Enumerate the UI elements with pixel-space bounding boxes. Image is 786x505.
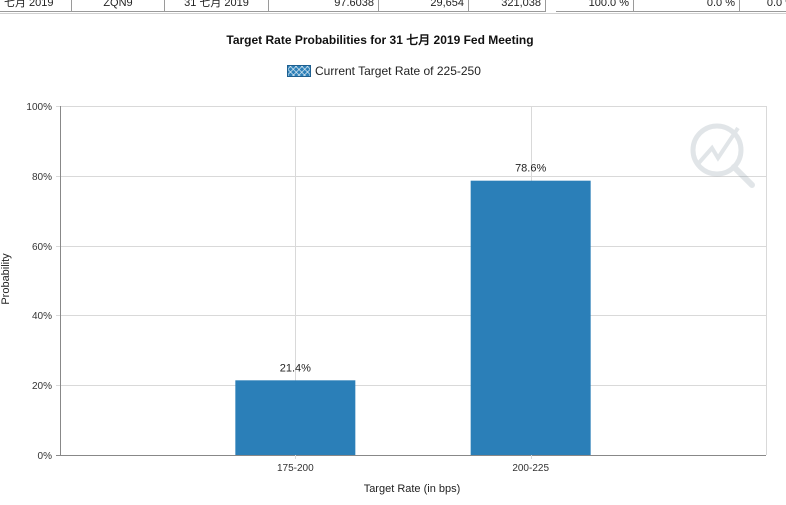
- bar: [235, 380, 356, 455]
- table-cell-prob-2: 0.0 %: [634, 0, 740, 12]
- table-cell-price: 97.6038: [269, 0, 379, 12]
- table-divider: [0, 13, 786, 14]
- table-row[interactable]: 七月 2019 ZQN9 31 七月 2019 97.6038 29,654 3…: [0, 0, 786, 13]
- y-tick-label: 100%: [26, 102, 52, 113]
- table-cell-prob-1: 100.0 %: [556, 0, 634, 12]
- y-tick-label: 60%: [32, 242, 52, 253]
- legend-label: Current Target Rate of 225-250: [315, 64, 481, 78]
- table-cell-month: 七月 2019: [0, 0, 72, 12]
- table-cell-prob-3: 0.0 %: [740, 0, 786, 12]
- y-tick-label: 20%: [32, 381, 52, 392]
- grid-lines: [56, 106, 767, 459]
- table-cell-contract: ZQN9: [72, 0, 165, 12]
- y-tick-label: 80%: [32, 172, 52, 183]
- y-tick-label: 0%: [38, 451, 53, 462]
- bar-value-label: 78.6%: [515, 163, 546, 175]
- watermark-logo-icon: [690, 123, 755, 188]
- data-table-row-strip: 七月 2019 ZQN9 31 七月 2019 97.6038 29,654 3…: [0, 0, 786, 13]
- chart-title: Target Rate Probabilities for 31 七月 2019…: [226, 33, 534, 47]
- x-tick-label: 175-200: [277, 463, 314, 474]
- bars: [235, 180, 591, 455]
- table-cell-volume: 29,654: [379, 0, 469, 12]
- x-axis-title: Target Rate (in bps): [364, 483, 461, 495]
- y-axis-title: Probability: [0, 253, 12, 305]
- bar: [470, 180, 591, 455]
- x-tick-label: 200-225: [512, 463, 549, 474]
- chart-legend[interactable]: Current Target Rate of 225-250: [287, 64, 481, 78]
- table-cell-open-interest: 321,038: [469, 0, 546, 12]
- legend-swatch: [287, 65, 311, 77]
- labels: 0% 20% 40% 60% 80% 100% 21.4% 175-200 78.6% 200-2…: [26, 102, 549, 474]
- y-tick-label: 40%: [32, 311, 52, 322]
- bar-value-label: 21.4%: [280, 362, 311, 374]
- table-cell-date: 31 七月 2019: [165, 0, 269, 12]
